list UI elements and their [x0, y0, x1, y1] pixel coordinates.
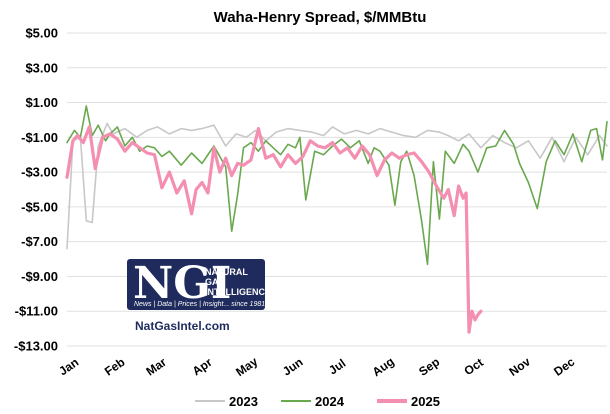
x-tick-label: Jul: [326, 356, 348, 377]
y-tick-label: -$13.00: [14, 339, 58, 354]
series-layer: [65, 105, 608, 334]
logo-tagline: News | Data | Prices | Insight... since …: [134, 301, 265, 308]
series-line-2023: [66, 122, 608, 250]
x-tick-label: Apr: [190, 355, 215, 379]
series-line-2024: [66, 105, 608, 266]
legend-label-2023: 2023: [229, 394, 258, 409]
y-tick-label: -$5.00: [21, 199, 58, 214]
legend-label-2024: 2024: [315, 394, 345, 409]
logo-big-text: NGI: [133, 258, 231, 309]
y-tick-label: -$1.00: [21, 130, 58, 145]
grid-layer: [67, 32, 607, 347]
x-tick-label: Mar: [143, 355, 169, 379]
x-tick-label: Jan: [56, 355, 81, 378]
y-tick-label: -$11.00: [15, 304, 58, 319]
y-tick-label: -$9.00: [21, 269, 58, 284]
ngi-logo: NGI NATURAL GAS INTELLIGENCE News | Data…: [127, 258, 271, 333]
y-tick-label: -$7.00: [21, 234, 58, 249]
logo-box: [127, 259, 265, 310]
logo-line1: NATURAL: [205, 267, 248, 277]
y-tick-label: $1.00: [25, 95, 58, 110]
y-axis-ticks: $5.00 $3.00 $1.00 -$1.00 -$3.00 -$5.00 -$7.00 -…: [14, 26, 58, 354]
x-tick-label: Feb: [102, 355, 128, 379]
x-tick-label: Aug: [370, 354, 397, 379]
chart-title: Waha-Henry Spread, $/MMBtu: [214, 9, 427, 26]
y-tick-label: $3.00: [25, 60, 58, 75]
x-tick-label: Sep: [416, 355, 442, 379]
x-tick-label: Nov: [506, 354, 533, 379]
logo-line3: INTELLIGENCE: [205, 287, 271, 297]
legend-label-2025: 2025: [411, 394, 440, 409]
legend: 2023 2024 2025: [195, 394, 440, 409]
logo-line2: GAS: [205, 277, 225, 287]
logo-url: NatGasIntel.com: [135, 319, 230, 333]
series-line-2025: [65, 125, 483, 334]
x-tick-label: May: [233, 354, 260, 379]
y-tick-label: -$3.00: [21, 165, 58, 180]
y-tick-label: $5.00: [25, 26, 58, 41]
x-tick-label: Dec: [551, 354, 577, 378]
x-tick-label: Jun: [280, 355, 306, 379]
x-tick-label: Oct: [461, 355, 485, 378]
x-axis-ticks: Jan Feb Mar Apr May Jun Jul Aug Sep Oct Nov Dec: [56, 354, 577, 379]
